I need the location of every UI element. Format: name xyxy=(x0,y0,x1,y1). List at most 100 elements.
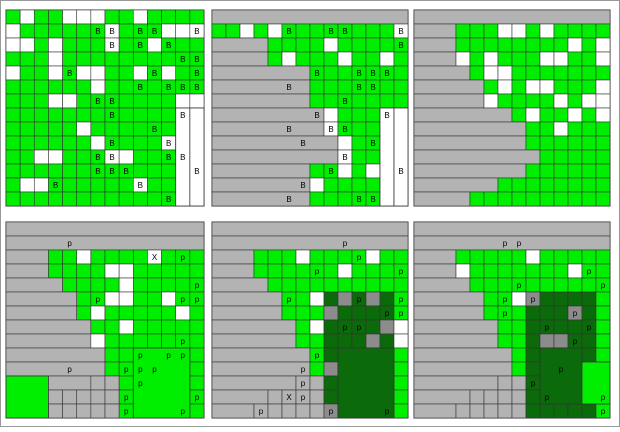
grid-cell xyxy=(132,263,148,279)
grid-cell xyxy=(595,51,611,67)
gray-bar xyxy=(5,347,106,363)
grid-cell xyxy=(161,93,177,109)
grid-cell xyxy=(5,191,21,207)
grid-cell xyxy=(132,305,148,321)
grid-cell xyxy=(132,107,148,123)
grid-cell xyxy=(118,249,134,265)
grid-cell xyxy=(19,79,35,95)
grid-cell xyxy=(267,249,283,265)
grid-cell xyxy=(511,333,527,349)
grid-cell xyxy=(525,135,541,151)
grid-cell xyxy=(351,135,367,151)
grid-cell xyxy=(33,163,49,179)
cell-letter: X xyxy=(286,393,292,402)
cell-letter: B xyxy=(286,83,291,92)
grid-cell xyxy=(295,23,311,39)
grid-cell xyxy=(581,121,597,137)
grid-cell xyxy=(90,263,106,279)
grid-cell xyxy=(281,277,297,293)
grid-cell xyxy=(351,107,367,123)
gray-bar xyxy=(62,403,78,419)
grid-cell xyxy=(379,263,395,279)
grid-cell xyxy=(19,37,35,53)
grid-cell xyxy=(525,65,541,81)
grid-cell xyxy=(351,163,367,179)
grid-cell xyxy=(497,249,513,265)
gray-bar xyxy=(413,177,499,193)
grid-cell xyxy=(483,291,499,307)
grid-cell xyxy=(595,79,611,95)
grid-cell xyxy=(33,65,49,81)
cell-letter: p xyxy=(343,239,348,248)
grid-cell xyxy=(351,37,367,53)
grid-cell xyxy=(581,277,597,293)
gray-bar xyxy=(413,93,485,109)
grid-cell xyxy=(595,121,611,137)
cell-letter: X xyxy=(152,253,158,262)
grid-cell xyxy=(225,23,241,39)
grid-cell xyxy=(323,65,339,81)
cell-letter: B xyxy=(370,69,375,78)
grid-cell xyxy=(118,191,134,207)
grid-cell xyxy=(595,319,611,335)
grid-cell xyxy=(525,333,541,349)
grid-cell xyxy=(553,319,569,335)
grid-cell xyxy=(567,79,583,95)
cell-letter: p xyxy=(195,393,200,402)
grid-cell xyxy=(539,263,555,279)
cell-letter: B xyxy=(138,181,143,190)
cell-letter: B xyxy=(194,27,199,36)
cell-letter: p xyxy=(124,393,129,402)
grid-cell xyxy=(309,319,325,335)
grid-cell xyxy=(497,191,513,207)
cell-letter: p xyxy=(357,323,362,332)
cell-letter: B xyxy=(109,41,114,50)
grid-cell xyxy=(365,277,381,293)
cell-letter: B xyxy=(194,83,199,92)
cell-letter: p xyxy=(315,351,320,360)
grid-cell xyxy=(525,163,541,179)
grid-cell xyxy=(539,191,555,207)
grid-cell xyxy=(323,361,339,377)
gray-bar xyxy=(267,403,283,419)
gray-bar xyxy=(211,319,297,335)
gray-bar xyxy=(211,163,311,179)
grid-cell xyxy=(5,121,21,137)
grid-cell xyxy=(539,163,555,179)
cell-letter: B xyxy=(166,153,171,162)
grid-cell xyxy=(525,93,541,109)
gray-bar xyxy=(413,347,513,363)
cell-letter: p xyxy=(399,295,404,304)
grid-cell xyxy=(337,37,353,53)
grid-cell xyxy=(393,79,409,95)
cell-letter: B xyxy=(370,83,375,92)
grid-cell xyxy=(483,249,499,265)
grid-cell xyxy=(323,177,339,193)
gray-bar xyxy=(413,277,471,293)
cell-letter: p xyxy=(124,407,129,416)
grid-cell xyxy=(539,23,555,39)
grid-cell xyxy=(455,37,471,53)
gray-bar xyxy=(211,93,311,109)
gray-bar xyxy=(5,291,78,307)
grid-cell xyxy=(147,135,162,151)
gray-bar xyxy=(211,121,325,137)
grid-cell xyxy=(76,121,92,137)
cell-letter: p xyxy=(587,323,592,332)
gray-bar xyxy=(5,361,106,377)
cell-letter: p xyxy=(517,239,522,248)
grid-cell xyxy=(118,291,134,307)
grid-cell xyxy=(323,93,339,109)
grid-cell xyxy=(567,23,583,39)
grid-cell xyxy=(90,37,106,53)
grid-cell xyxy=(497,37,513,53)
grid-cell xyxy=(525,23,541,39)
grid-cell xyxy=(267,23,283,39)
cell-letter: B xyxy=(109,167,114,176)
grid-cell xyxy=(19,177,35,193)
grid-cell xyxy=(379,37,395,53)
grid-cell xyxy=(76,163,92,179)
